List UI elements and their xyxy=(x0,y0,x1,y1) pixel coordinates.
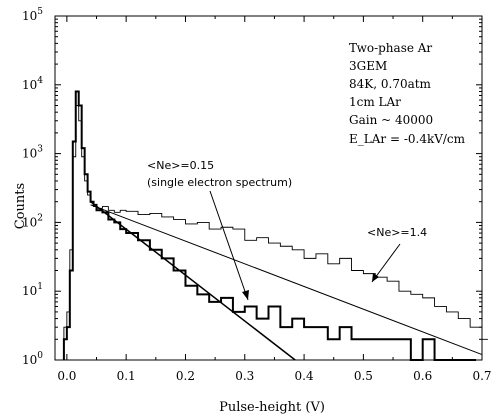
info-box: Two-phase Ar 3GEM 84K, 0.70atm 1cm LAr G… xyxy=(349,41,466,146)
fit-line-ne-14 xyxy=(90,204,483,356)
y-tick-label: 103 xyxy=(22,145,43,161)
x-tick-label: 0.6 xyxy=(413,369,432,383)
arrow-to-bold-series xyxy=(209,190,249,301)
x-tick-label: 0.5 xyxy=(354,369,373,383)
y-tick-label: 102 xyxy=(22,213,43,229)
fit-line-ne-015 xyxy=(90,201,296,361)
x-tick-label: 0.2 xyxy=(176,369,195,383)
plot-frame xyxy=(54,15,483,361)
annotation-ne-015: <Ne>=0.15 xyxy=(147,159,214,172)
y-tick-label: 100 xyxy=(22,351,43,367)
x-tick-label: 0.3 xyxy=(235,369,254,383)
x-tick-label: 0.7 xyxy=(472,369,491,383)
arrow-head-bold-series xyxy=(242,290,249,300)
y-tick-label: 105 xyxy=(22,7,43,23)
annotation-ne-14: <Ne>=1.4 xyxy=(367,226,427,239)
info-line-2: 3GEM xyxy=(349,59,387,73)
info-line-3: 84K, 0.70atm xyxy=(349,77,432,91)
y-tick-label: 104 xyxy=(22,76,43,92)
x-axis-label: Pulse-height (V) xyxy=(219,400,325,415)
annotation-single-electron-spectrum: (single electron spectrum) xyxy=(147,176,292,189)
annotation-ne-14-group: <Ne>=1.4 xyxy=(367,226,427,283)
series-layer xyxy=(62,90,488,361)
x-tick-label: 0.1 xyxy=(117,369,136,383)
info-line-6: E_LAr = -0.4kV/cm xyxy=(349,132,466,146)
y-axis-label: Counts xyxy=(13,183,28,229)
x-tick-label: 0.4 xyxy=(295,369,314,383)
info-line-4: 1cm LAr xyxy=(349,95,401,109)
plot-border xyxy=(54,15,483,361)
y-axis-ticks: 100 101 102 103 104 105 xyxy=(22,7,482,367)
info-line-5: Gain ~ 40000 xyxy=(349,113,433,127)
x-axis-ticks: 0.0 0.1 0.2 0.3 0.4 0.5 0.6 0.7 xyxy=(57,16,492,383)
histogram-series-bold xyxy=(62,90,477,361)
annotation-single-electron: <Ne>=0.15 (single electron spectrum) xyxy=(147,159,292,301)
y-tick-label: 101 xyxy=(22,282,43,298)
x-tick-label: 0.0 xyxy=(57,369,76,383)
arrow-head-thin-series xyxy=(372,273,379,282)
fit-lines xyxy=(90,201,483,361)
info-line-1: Two-phase Ar xyxy=(349,41,432,55)
